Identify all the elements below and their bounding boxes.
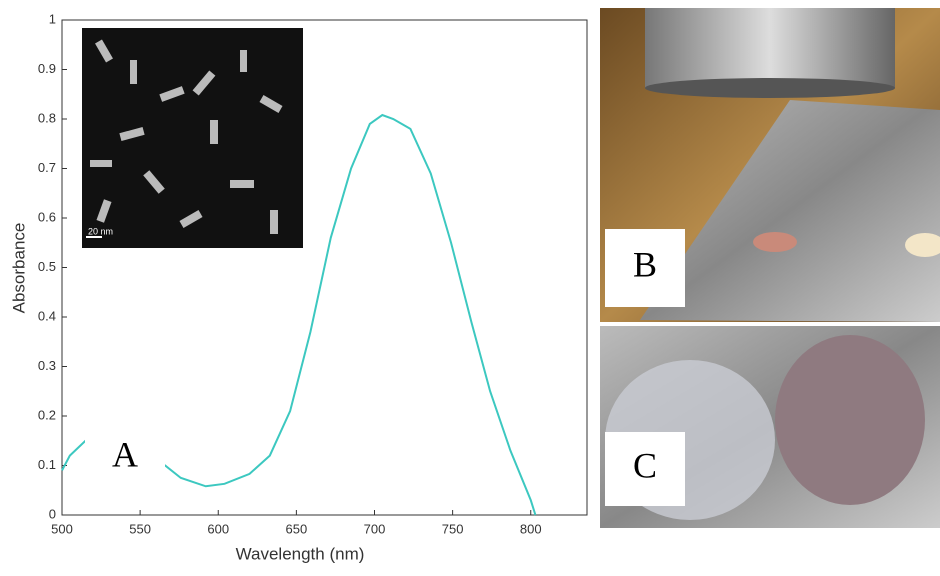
photo-c: C (600, 326, 940, 528)
x-tick-label: 750 (442, 521, 464, 536)
panel-label: A (112, 434, 138, 474)
y-tick-label: 0.3 (38, 358, 56, 373)
y-tick-label: 0.7 (38, 160, 56, 175)
x-tick-label: 800 (520, 521, 542, 536)
x-tick-label: 650 (286, 521, 308, 536)
panel-label: C (633, 445, 657, 485)
y-tick-label: 0.8 (38, 110, 56, 125)
x-tick-label: 550 (129, 521, 151, 536)
y-tick-label: 0.6 (38, 209, 56, 224)
y-axis-label: Absorbance (9, 223, 28, 314)
x-tick-label: 500 (51, 521, 73, 536)
scale-bar-label: 20 nm (88, 226, 113, 236)
label-box (85, 432, 165, 488)
y-tick-label: 0.4 (38, 308, 56, 323)
y-tick-label: 0.2 (38, 407, 56, 422)
x-tick-label: 700 (364, 521, 386, 536)
inset-image: 20 nm (82, 28, 303, 248)
x-axis-label: Wavelength (nm) (236, 544, 365, 563)
y-tick-label: 0.5 (38, 259, 56, 274)
y-tick-label: 0.1 (38, 457, 56, 472)
panel-label: B (633, 244, 657, 284)
y-tick-label: 0 (49, 506, 56, 521)
x-tick-label: 600 (207, 521, 229, 536)
photo-b: B (600, 8, 940, 322)
y-tick-label: 0.9 (38, 61, 56, 76)
y-tick-label: 1 (49, 11, 56, 26)
